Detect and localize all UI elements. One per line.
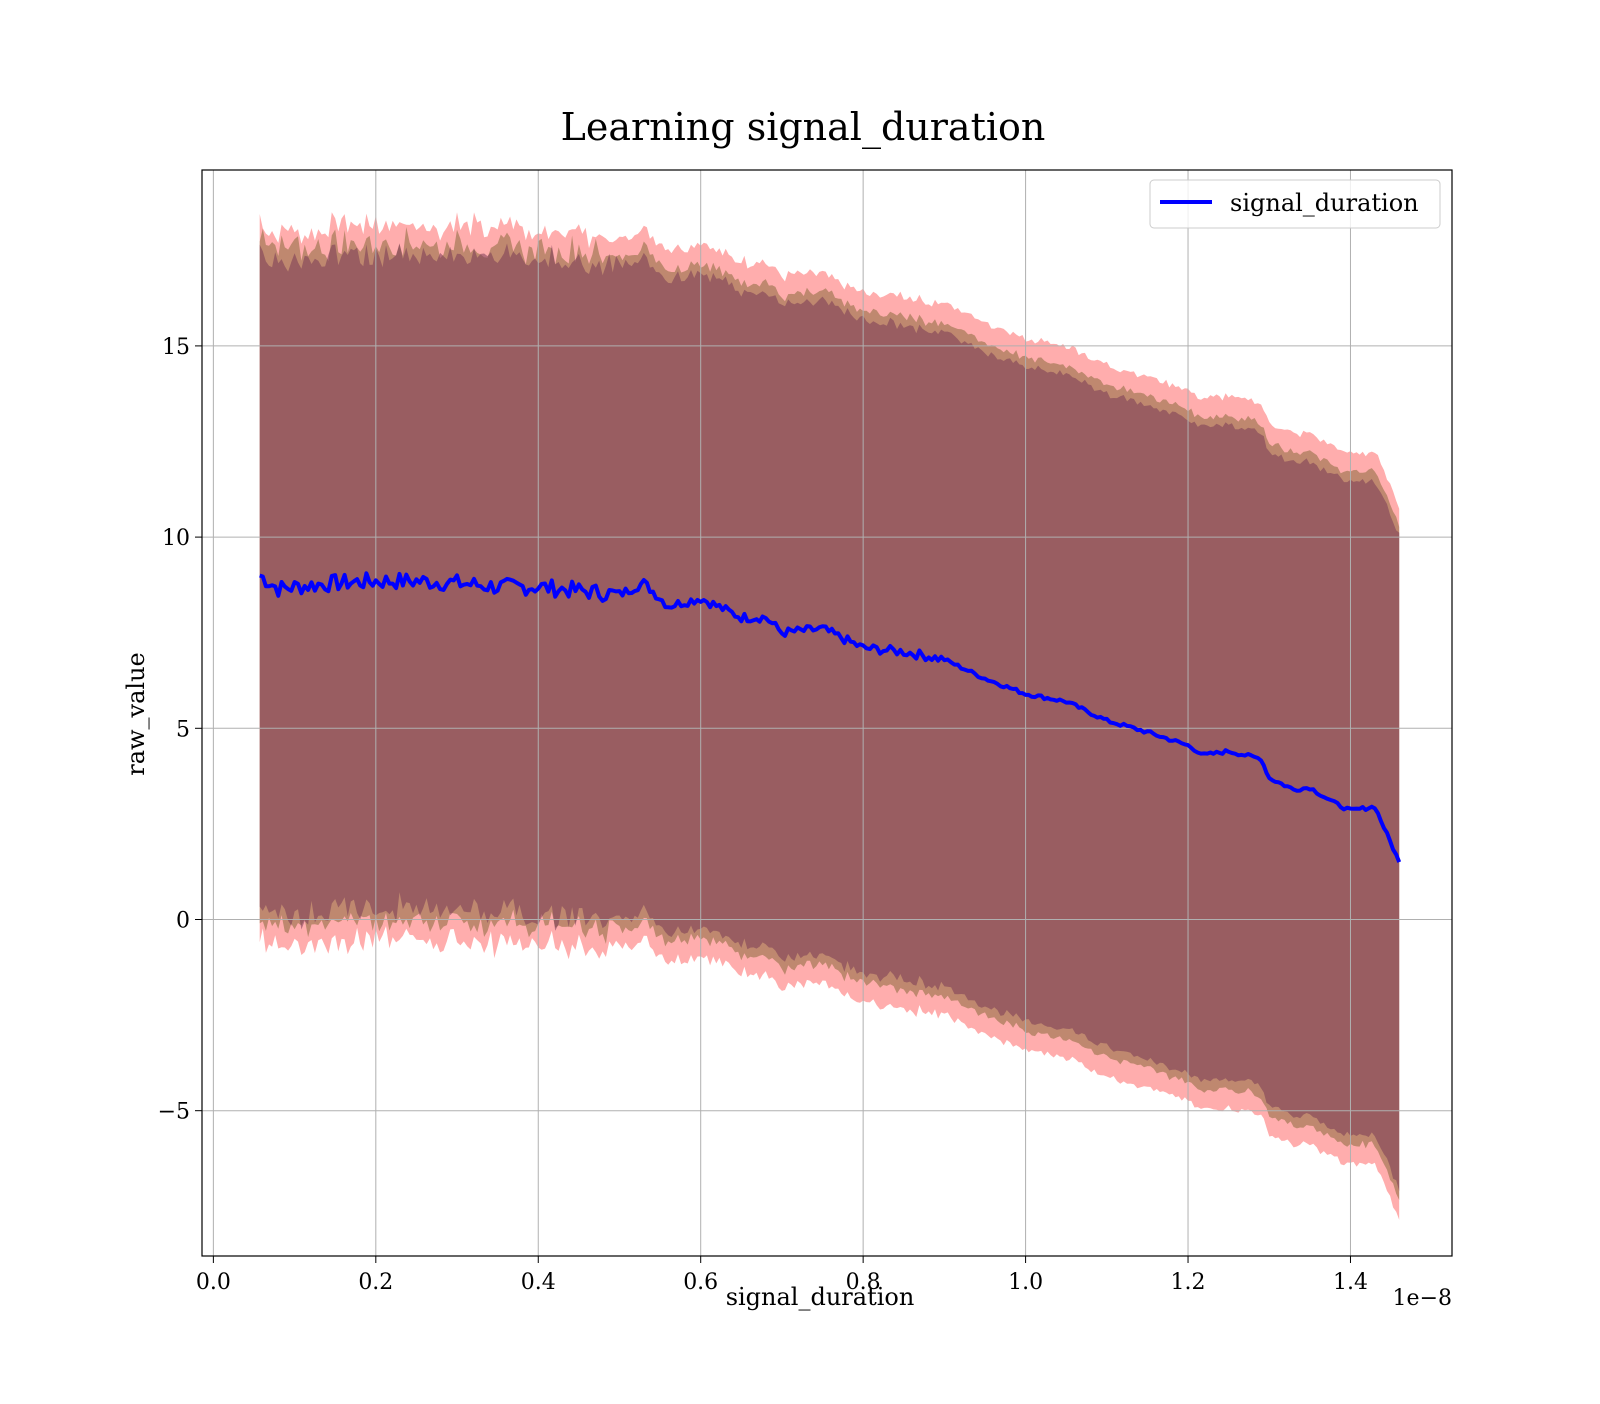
x-axis-ticks: 0.0 0.2 0.4 0.6 0.8 1.0 1.2 1.4 <box>196 1256 1368 1295</box>
x-tick-label: 0.8 <box>846 1270 881 1295</box>
x-tick-label: 1.0 <box>1008 1270 1043 1295</box>
y-tick-label: 0 <box>176 908 190 933</box>
confidence-bands <box>259 212 1400 1220</box>
y-tick-label: 15 <box>162 335 190 360</box>
chart-title: Learning signal_duration <box>561 105 1046 150</box>
x-tick-label: 1.4 <box>1333 1270 1368 1295</box>
y-axis-ticks: −5 0 5 10 15 <box>158 335 202 1125</box>
series-lines <box>259 571 1402 863</box>
x-axis-label: signal_duration <box>726 1283 915 1311</box>
plot-frame <box>201 169 1453 1257</box>
y-tick-label: −5 <box>158 1100 190 1125</box>
legend-box <box>1149 179 1441 229</box>
y-tick-label: 10 <box>162 526 190 551</box>
x-tick-label: 0.2 <box>358 1270 393 1295</box>
y-tick-label: 5 <box>176 717 190 742</box>
x-tick-label: 0.0 <box>196 1270 231 1295</box>
x-axis-offset-text: 1e−8 <box>1393 1286 1452 1311</box>
legend: signal_duration <box>1149 179 1441 229</box>
x-tick-label: 0.6 <box>683 1270 718 1295</box>
x-tick-label: 0.4 <box>521 1270 556 1295</box>
y-axis-label: raw_value <box>122 652 150 776</box>
x-tick-label: 1.2 <box>1171 1270 1206 1295</box>
grid <box>202 170 1452 1256</box>
legend-label-signal-duration: signal_duration <box>1230 189 1419 217</box>
band-inner <box>259 243 1400 1192</box>
series-line-signal-duration <box>259 571 1402 863</box>
